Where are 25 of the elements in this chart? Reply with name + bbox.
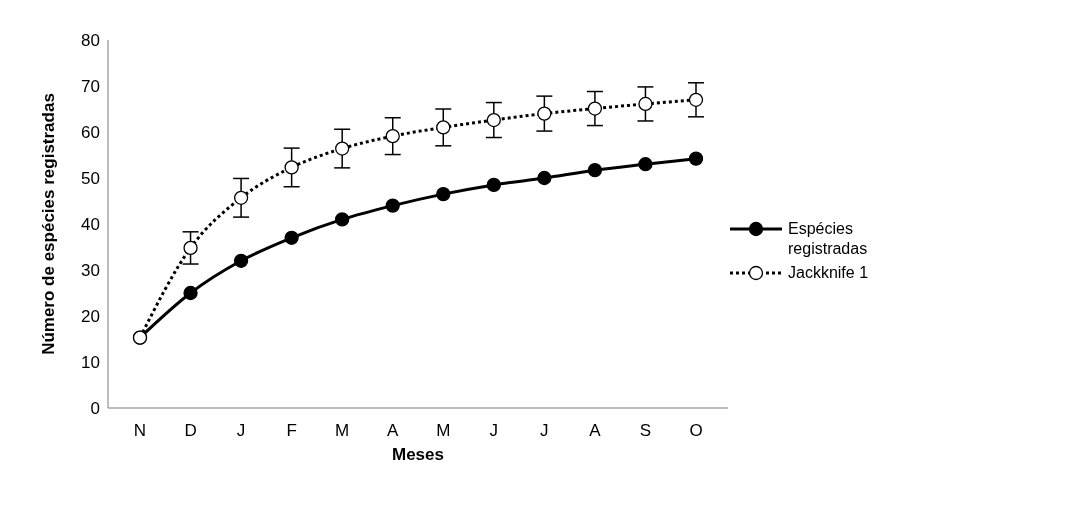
x-tick-label: M: [436, 421, 451, 441]
legend-label: Jackknife 1: [788, 263, 870, 283]
y-tick-label: 40: [81, 215, 100, 235]
x-tick-label: D: [184, 421, 197, 441]
legend-label: Espécies registradas: [788, 219, 869, 259]
y-tick-label: 50: [81, 169, 100, 189]
x-tick-label: O: [689, 421, 703, 441]
x-tick-label: J: [540, 421, 549, 441]
y-tick-label: 80: [81, 31, 100, 51]
y-tick-label: 20: [81, 307, 100, 327]
y-tick-label: 60: [81, 123, 100, 143]
x-tick-label: S: [639, 421, 652, 441]
x-tick-label: M: [335, 421, 350, 441]
x-tick-label: A: [589, 421, 602, 441]
y-tick-label: 70: [81, 77, 100, 97]
y-tick-label: 30: [81, 261, 100, 281]
x-axis-title: Meses: [392, 445, 444, 464]
x-tick-label: N: [133, 421, 147, 441]
y-tick-label: 10: [81, 353, 100, 373]
y-axis-title: Número de espécies registradas: [39, 93, 59, 355]
y-tick-label: 0: [90, 399, 100, 419]
x-tick-label: F: [286, 421, 297, 441]
x-tick-label: A: [387, 421, 400, 441]
x-tick-label: J: [489, 421, 499, 441]
x-tick-label: J: [236, 421, 246, 441]
